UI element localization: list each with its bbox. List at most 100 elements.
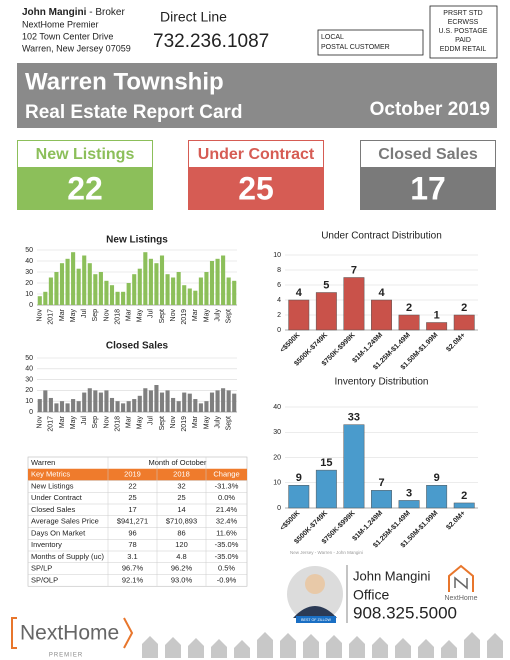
bar	[371, 490, 392, 509]
postage: ECRWSS	[448, 19, 479, 26]
x-tick-label: Sep	[92, 416, 99, 429]
table-header: 2018	[173, 470, 190, 479]
postage: U.S. POSTAGE	[439, 28, 488, 35]
bar	[165, 390, 170, 412]
table-cell: New Listings	[31, 481, 74, 490]
bar	[71, 399, 76, 412]
card-label: Office	[353, 587, 390, 603]
bar	[121, 403, 126, 412]
y-tick-label: 0	[277, 505, 281, 512]
table-cell: 78	[128, 540, 136, 549]
x-tick-label: Sept	[226, 309, 233, 323]
x-tick-label: Mar	[59, 415, 66, 428]
summary-header	[360, 140, 496, 168]
y-tick-label: 0	[29, 302, 33, 309]
house-icon	[142, 636, 158, 658]
x-tick-label: Nov	[103, 416, 110, 429]
x-tick-label: Sep	[92, 309, 99, 322]
x-tick-label: May	[70, 309, 77, 323]
summary-label: Closed Sales	[378, 146, 478, 163]
table-cell: Days On Market	[31, 528, 86, 537]
bar	[198, 277, 203, 305]
bar	[59, 401, 65, 412]
x-tick-label: Sept	[159, 416, 166, 430]
bar	[82, 392, 87, 412]
x-tick-label: July	[214, 309, 221, 322]
house-icon	[280, 633, 296, 658]
table-cell: -0.9%	[217, 575, 237, 584]
house-icon	[464, 632, 480, 658]
table-header-row	[28, 468, 247, 481]
bar	[209, 261, 215, 305]
table-cell: Months of Supply (uc)	[31, 552, 104, 561]
data-label: 2	[461, 490, 467, 502]
house-icon	[303, 634, 319, 658]
x-tick-label: <$500K	[279, 332, 301, 354]
table-cell: $941,271	[117, 517, 148, 526]
x-tick-label: <$500K	[279, 510, 301, 532]
data-label: 7	[378, 477, 384, 489]
bar	[132, 274, 137, 305]
y-tick-label: 40	[25, 258, 33, 265]
house-icon	[257, 632, 273, 658]
table-cell: -35.0%	[215, 552, 239, 561]
bar	[82, 255, 87, 305]
bar	[426, 322, 448, 331]
bar	[109, 285, 115, 305]
bar	[182, 392, 187, 412]
x-tick-label: Nov	[103, 309, 110, 322]
bar	[171, 277, 176, 305]
bar	[176, 272, 181, 305]
agent-photo-face	[305, 574, 325, 594]
data-label: 7	[351, 264, 357, 276]
banner-subtitle: Real Estate Report Card	[25, 102, 243, 123]
table-cell: 0.0%	[218, 493, 235, 502]
table-cell: 22	[128, 481, 136, 490]
metrics-table: Warren Month of October Key Metrics 2019 201…	[27, 456, 248, 587]
y-tick-label: 50	[25, 247, 33, 254]
data-label: 1	[434, 309, 440, 321]
bar	[159, 255, 165, 305]
house-icon	[165, 637, 181, 658]
bar	[154, 385, 159, 412]
data-label: 2	[461, 302, 467, 314]
house-icon	[487, 633, 503, 658]
house-icon	[349, 636, 365, 658]
direct-line: 732.236.1087	[153, 31, 269, 52]
bar	[43, 291, 48, 305]
bar	[48, 277, 53, 305]
bar	[43, 390, 48, 412]
bar	[143, 252, 148, 305]
x-tick-label: 2017	[48, 416, 55, 432]
table-cell: Closed Sales	[31, 505, 75, 514]
x-tick-label: May	[203, 416, 210, 430]
bar	[398, 500, 420, 509]
y-tick-label: 20	[25, 280, 33, 287]
recipient-box	[317, 29, 424, 56]
x-tick-label: Mar	[59, 308, 66, 321]
house-icon	[395, 638, 411, 658]
chart-title: New Listings	[106, 235, 168, 246]
table-cell: 86	[177, 528, 185, 537]
bar	[137, 395, 142, 412]
y-tick-label: 10	[25, 291, 33, 298]
y-tick-label: 4	[277, 297, 281, 304]
table-cell: 92.1%	[122, 575, 144, 584]
footer-tagline: PREMIER	[49, 653, 83, 659]
x-tick-label: Nov	[37, 416, 44, 429]
bar	[137, 268, 142, 305]
x-tick-label: Nov	[170, 309, 177, 322]
x-tick-label: Mar	[126, 308, 133, 321]
bar	[187, 288, 192, 305]
bar	[232, 393, 237, 412]
bar	[37, 399, 42, 412]
card-logo: NextHome	[444, 595, 477, 602]
bar	[71, 252, 76, 305]
table-cell: 4.8	[176, 552, 186, 561]
banner-period: October 2019	[370, 99, 490, 120]
x-tick-label: 2018	[114, 416, 121, 432]
chart-title: Under Contract Distribution	[321, 231, 442, 242]
bar	[37, 296, 42, 305]
table-cell: -35.0%	[215, 540, 239, 549]
bar	[204, 401, 209, 412]
